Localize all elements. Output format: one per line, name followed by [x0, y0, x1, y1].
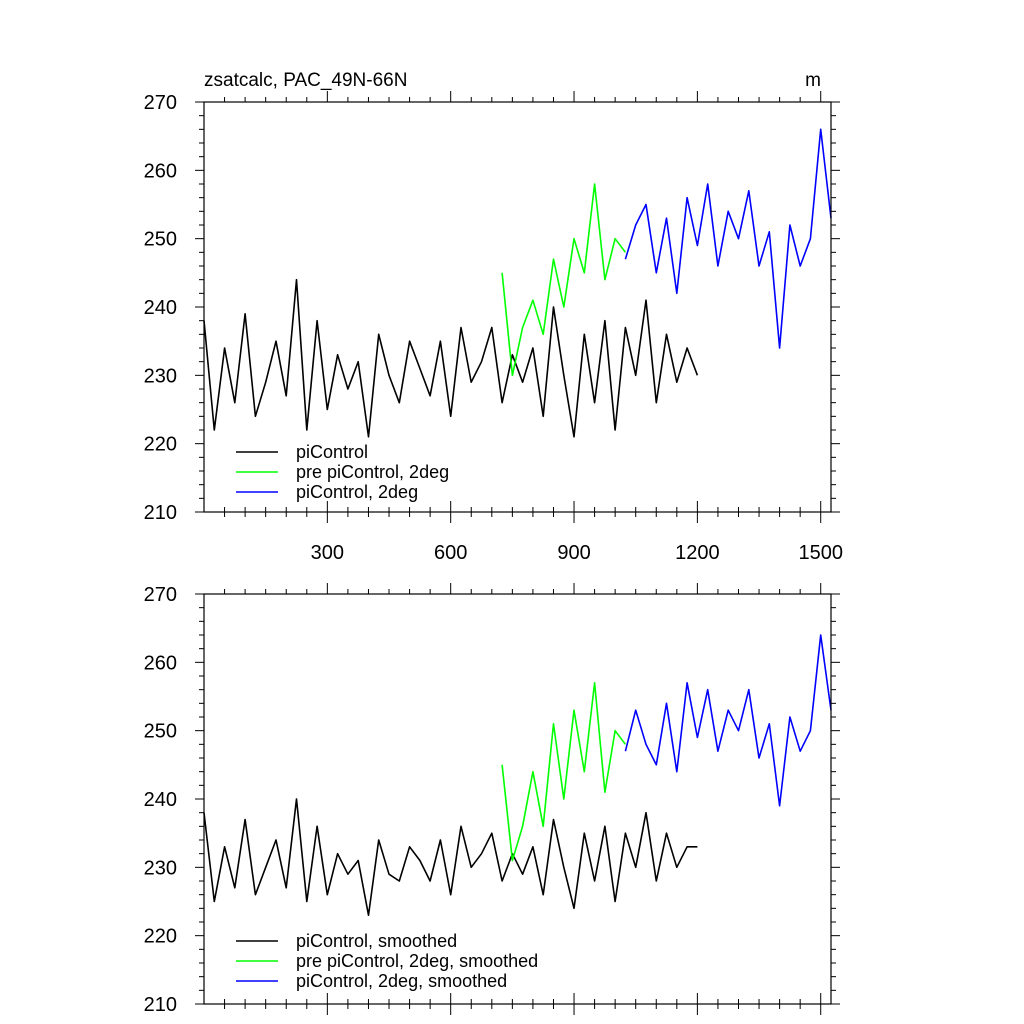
series-line-2 — [624, 128, 832, 349]
x-tick-label: 300 — [311, 542, 344, 564]
legend-label: pre piControl, 2deg — [296, 462, 449, 482]
plot-frame — [203, 101, 832, 513]
series-line-0 — [203, 278, 699, 438]
y-tick-label: 260 — [144, 160, 177, 182]
y-tick-labels: 210 220 230 240 250 260 270 — [144, 92, 177, 524]
y-tick-label: 210 — [144, 502, 177, 524]
top-panel: zsatcalc, PAC_49N-66N m 2102202302402502… — [144, 70, 843, 564]
y-tick-label: 240 — [144, 789, 177, 811]
x-tick-label: 900 — [557, 542, 590, 564]
y-tick-label: 230 — [144, 857, 177, 879]
y-tick-label: 270 — [144, 92, 177, 114]
y-tick-label: 260 — [144, 652, 177, 674]
x-tick-label: 600 — [434, 542, 467, 564]
series-line-1 — [501, 183, 627, 377]
x-tick-labels: 300 600 900 1200 1500 — [311, 542, 843, 564]
x-tick-label: 1200 — [675, 542, 720, 564]
data-series — [203, 634, 832, 917]
axis-ticks — [195, 583, 840, 1015]
y-tick-labels: 210 220 230 240 250 260 270 — [144, 584, 177, 1016]
bottom-panel: 210 220 230 240 250 260 270 piControl, smoothe… — [144, 583, 840, 1016]
legend-label: piControl, 2deg, smoothed — [296, 971, 507, 991]
y-tick-label: 250 — [144, 229, 177, 251]
axis-ticks — [195, 91, 840, 523]
data-series — [203, 128, 832, 438]
y-tick-label: 240 — [144, 297, 177, 319]
x-tick-label: 1500 — [798, 542, 843, 564]
y-tick-label: 220 — [144, 434, 177, 456]
series-line-2 — [624, 634, 832, 807]
y-tick-label: 230 — [144, 365, 177, 387]
y-tick-label: 250 — [144, 721, 177, 743]
plot-frame — [203, 593, 832, 1005]
series-line-1 — [501, 681, 627, 862]
y-tick-label: 210 — [144, 994, 177, 1016]
series-line-0 — [203, 798, 698, 917]
y-tick-label: 220 — [144, 926, 177, 948]
chart-title: zsatcalc, PAC_49N-66N — [204, 70, 407, 91]
legend-label: piControl, 2deg — [296, 482, 418, 502]
legend-label: piControl — [296, 442, 368, 462]
legend-label: pre piControl, 2deg, smoothed — [296, 951, 538, 971]
legend-label: piControl, smoothed — [296, 931, 457, 951]
units-label: m — [805, 70, 821, 91]
y-tick-label: 270 — [144, 584, 177, 606]
